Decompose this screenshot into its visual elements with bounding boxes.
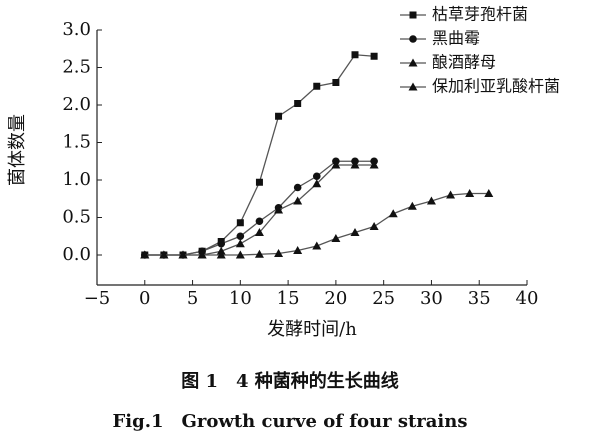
marker <box>446 190 456 199</box>
marker <box>197 250 207 259</box>
legend-marker <box>409 35 417 43</box>
legend-label: 黑曲霉 <box>432 29 480 48</box>
y-axis-label: 菌体数量 <box>7 114 28 186</box>
y-tick-label: 3.0 <box>62 19 91 40</box>
marker <box>484 189 494 197</box>
y-tick-label: 1.5 <box>62 132 91 153</box>
x-tick-label: 0 <box>139 288 150 309</box>
x-tick-label: 25 <box>372 288 395 309</box>
marker <box>388 209 398 218</box>
marker <box>465 189 475 197</box>
y-tick-label: 2.0 <box>62 94 91 115</box>
marker <box>332 79 340 86</box>
y-tick-label: 0.5 <box>62 207 91 228</box>
x-tick-label: 5 <box>187 288 198 309</box>
marker <box>294 100 302 107</box>
x-tick-label: 30 <box>420 288 443 309</box>
y-tick-label: 1.0 <box>62 169 91 190</box>
marker <box>254 249 264 258</box>
marker <box>274 205 284 214</box>
x-tick-label: −5 <box>84 288 111 309</box>
marker <box>350 228 360 236</box>
legend-label: 枯草芽孢杆菌 <box>432 5 528 24</box>
marker <box>236 219 244 227</box>
marker <box>331 234 341 242</box>
marker <box>407 201 417 210</box>
marker <box>312 241 322 250</box>
x-tick-label: 40 <box>516 288 539 309</box>
x-tick-label: 15 <box>277 288 300 309</box>
marker <box>312 172 321 181</box>
x-tick-label: 35 <box>468 288 491 309</box>
marker <box>293 183 302 192</box>
legend-label: 保加利亚乳酸杆菌 <box>432 77 560 96</box>
marker <box>426 196 436 205</box>
caption-en: Fig.1 Growth curve of four strains <box>113 411 468 432</box>
marker <box>254 228 264 236</box>
marker <box>236 232 245 241</box>
marker <box>369 160 379 169</box>
marker <box>274 249 284 257</box>
marker <box>293 196 303 205</box>
x-tick-label: 20 <box>324 288 347 309</box>
marker <box>313 82 321 90</box>
marker <box>275 112 283 120</box>
marker <box>235 239 245 248</box>
marker <box>235 250 245 259</box>
marker <box>331 160 341 169</box>
legend-label: 酿酒酵母 <box>432 53 496 72</box>
marker <box>216 250 226 259</box>
marker <box>293 246 303 254</box>
marker <box>178 250 188 259</box>
marker <box>159 250 169 259</box>
marker <box>140 250 150 259</box>
marker <box>217 239 226 248</box>
x-tick-label: 10 <box>229 288 252 309</box>
legend-marker <box>408 82 418 91</box>
legend-marker <box>408 58 418 67</box>
marker <box>370 52 378 60</box>
marker <box>255 217 264 226</box>
caption-cn: 图 1 4 种菌种的生长曲线 <box>181 370 399 392</box>
marker <box>351 51 359 59</box>
legend-marker <box>409 11 417 19</box>
marker <box>312 179 322 188</box>
y-tick-label: 0.0 <box>62 244 91 265</box>
y-tick-label: 2.5 <box>62 57 91 78</box>
marker <box>369 222 379 230</box>
x-axis-label: 发酵时间/h <box>267 319 357 340</box>
marker <box>255 178 263 186</box>
marker <box>350 160 360 169</box>
